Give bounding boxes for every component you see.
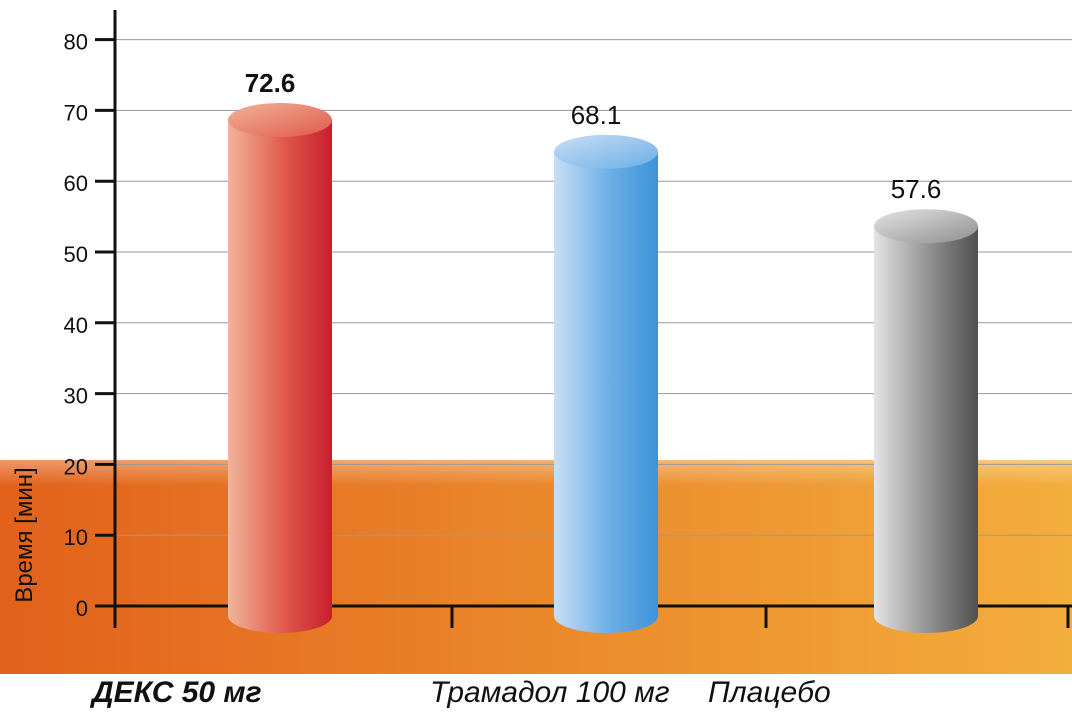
category-label-deks: ДЕКС 50 мг — [92, 676, 262, 709]
value-label-1: 68.1 — [571, 100, 622, 130]
bar-top-1 — [554, 134, 658, 169]
y-tick-label-30: 30 — [64, 384, 88, 409]
y-tick-label-10: 10 — [64, 525, 88, 550]
y-tick-label-70: 70 — [64, 100, 88, 125]
bar-1 — [554, 134, 658, 634]
value-labels: 72.6 68.1 57.6 — [245, 68, 942, 204]
y-tick-label-20: 20 — [64, 454, 88, 479]
category-label-placebo: Плацебо — [708, 676, 831, 709]
value-label-0: 72.6 — [245, 68, 296, 98]
bar-2 — [874, 209, 978, 633]
bar-body-1 — [554, 151, 658, 634]
bar-0 — [228, 102, 332, 633]
bar-top-2 — [874, 209, 978, 244]
bar-top-0 — [228, 102, 332, 137]
y-tick-label-50: 50 — [64, 242, 88, 267]
y-tick-label-80: 80 — [64, 30, 88, 55]
bar-body-0 — [228, 119, 332, 633]
bar-body-2 — [874, 226, 978, 633]
category-label-tramadol: Трамадол 100 мг — [430, 676, 670, 709]
value-label-2: 57.6 — [891, 174, 942, 204]
bars — [228, 102, 978, 634]
y-axis-label: Время [мин] — [11, 467, 38, 602]
y-tick-label-40: 40 — [64, 313, 88, 338]
y-tick-label-60: 60 — [64, 171, 88, 196]
y-tick-label-0: 0 — [76, 596, 88, 621]
